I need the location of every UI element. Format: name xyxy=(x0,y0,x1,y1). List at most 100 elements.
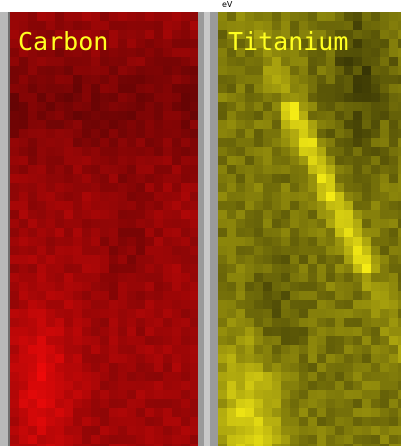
map-pixel xyxy=(64,417,73,426)
map-pixel xyxy=(353,372,362,381)
map-pixel xyxy=(236,291,245,300)
map-pixel xyxy=(145,363,154,372)
map-pixel xyxy=(380,318,389,327)
map-pixel xyxy=(190,264,198,273)
map-pixel xyxy=(326,129,335,138)
map-pixel xyxy=(64,84,73,93)
map-pixel xyxy=(335,111,344,120)
map-pixel xyxy=(326,12,335,21)
map-pixel xyxy=(82,228,91,237)
map-pixel xyxy=(362,39,371,48)
map-pixel xyxy=(163,192,172,201)
map-pixel xyxy=(10,237,19,246)
map-pixel xyxy=(245,282,254,291)
map-pixel xyxy=(145,354,154,363)
map-pixel xyxy=(190,435,198,444)
map-pixel xyxy=(55,408,64,417)
map-pixel xyxy=(389,165,398,174)
map-pixel xyxy=(299,336,308,345)
map-pixel xyxy=(344,444,353,446)
map-pixel xyxy=(136,354,145,363)
map-pixel xyxy=(272,156,281,165)
map-pixel xyxy=(118,354,127,363)
map-pixel xyxy=(55,291,64,300)
map-pixel xyxy=(28,138,37,147)
map-pixel xyxy=(136,273,145,282)
map-pixel xyxy=(254,390,263,399)
map-pixel xyxy=(236,237,245,246)
map-pixel xyxy=(190,66,198,75)
map-pixel xyxy=(145,138,154,147)
map-pixel xyxy=(55,156,64,165)
map-pixel xyxy=(380,147,389,156)
map-pixel xyxy=(299,264,308,273)
map-pixel xyxy=(181,417,190,426)
map-pixel xyxy=(290,84,299,93)
map-pixel xyxy=(19,390,28,399)
map-pixel xyxy=(154,273,163,282)
map-pixel xyxy=(317,219,326,228)
map-pixel xyxy=(145,219,154,228)
map-pixel xyxy=(299,210,308,219)
map-pixel xyxy=(290,111,299,120)
map-pixel xyxy=(91,444,100,446)
map-pixel xyxy=(326,291,335,300)
map-cells xyxy=(10,12,401,446)
map-pixel xyxy=(326,138,335,147)
map-pixel xyxy=(154,129,163,138)
map-pixel xyxy=(82,219,91,228)
map-pixel xyxy=(73,345,82,354)
map-pixel xyxy=(254,102,263,111)
map-pixel xyxy=(10,336,19,345)
map-pixel xyxy=(389,93,398,102)
map-pixel xyxy=(290,363,299,372)
map-pixel xyxy=(398,318,401,327)
map-pixel xyxy=(344,138,353,147)
map-pixel xyxy=(82,174,91,183)
map-pixel xyxy=(218,417,227,426)
map-pixel xyxy=(82,372,91,381)
map-pixel xyxy=(127,336,136,345)
map-pixel xyxy=(254,93,263,102)
map-pixel xyxy=(227,84,236,93)
map-pixel xyxy=(236,426,245,435)
map-pixel xyxy=(73,309,82,318)
map-pixel xyxy=(263,273,272,282)
map-pixel xyxy=(28,219,37,228)
map-pixel xyxy=(55,174,64,183)
map-pixel xyxy=(136,318,145,327)
map-pixel xyxy=(380,30,389,39)
map-pixel xyxy=(254,174,263,183)
map-pixel xyxy=(290,138,299,147)
map-pixel xyxy=(218,408,227,417)
map-pixel xyxy=(362,102,371,111)
map-pixel xyxy=(254,381,263,390)
map-pixel xyxy=(118,444,127,446)
map-pixel xyxy=(73,57,82,66)
map-pixel xyxy=(326,57,335,66)
map-pixel xyxy=(353,165,362,174)
map-pixel xyxy=(109,372,118,381)
map-pixel xyxy=(389,75,398,84)
map-pixel xyxy=(281,156,290,165)
map-pixel xyxy=(73,48,82,57)
map-pixel xyxy=(181,318,190,327)
map-pixel xyxy=(380,273,389,282)
map-pixel xyxy=(172,120,181,129)
map-pixel xyxy=(218,57,227,66)
map-pixel xyxy=(73,165,82,174)
map-pixel xyxy=(281,102,290,111)
map-pixel xyxy=(317,345,326,354)
map-pixel xyxy=(37,183,46,192)
map-pixel xyxy=(344,417,353,426)
map-pixel xyxy=(389,147,398,156)
map-pixel xyxy=(100,291,109,300)
map-pixel xyxy=(263,291,272,300)
map-pixel xyxy=(335,138,344,147)
map-pixel xyxy=(236,282,245,291)
map-pixel xyxy=(109,120,118,129)
map-pixel xyxy=(326,102,335,111)
map-pixel xyxy=(73,237,82,246)
map-pixel xyxy=(91,12,100,21)
map-pixel xyxy=(380,183,389,192)
